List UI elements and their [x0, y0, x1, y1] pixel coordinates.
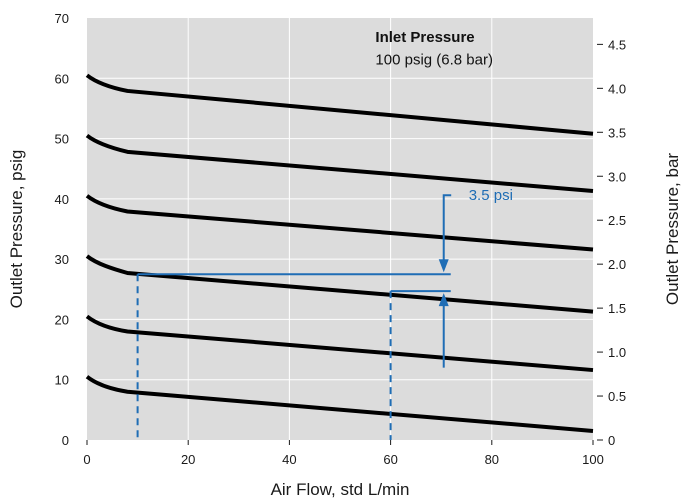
annotation-group — [136, 194, 452, 440]
series-line-3 — [85, 254, 594, 314]
inlet-pressure-value: 100 psig (6.8 bar) — [375, 51, 493, 68]
x-tick-label: 20 — [181, 452, 195, 467]
y2-tick-label: 2.5 — [608, 213, 626, 228]
y-tick-label: 60 — [55, 71, 69, 86]
series-line-5 — [85, 133, 594, 194]
x-tick-label: 0 — [83, 452, 90, 467]
droop-label: 3.5 psi — [469, 187, 513, 204]
y-axis-right-title: Outlet Pressure, bar — [663, 153, 682, 305]
x-axis-title: Air Flow, std L/min — [271, 480, 410, 499]
x-tick-label: 80 — [485, 452, 499, 467]
arrow-up-head — [438, 293, 449, 307]
x-tick-label: 60 — [383, 452, 397, 467]
y2-tick-label: 0 — [608, 433, 615, 448]
y-tick-label: 40 — [55, 192, 69, 207]
y2-tick-label: 1.5 — [608, 301, 626, 316]
series-group — [85, 73, 594, 433]
arrow-down-head — [438, 259, 449, 273]
y-tick-label: 10 — [55, 373, 69, 388]
y2-tick-label: 0.5 — [608, 389, 626, 404]
arrow-down-shaft — [442, 194, 452, 261]
x-tick-label: 40 — [282, 452, 296, 467]
y-tick-label: 20 — [55, 312, 69, 327]
y2-tick-label: 2.0 — [608, 257, 626, 272]
series-line-4 — [85, 194, 594, 252]
y-axis-left: 0 10 20 30 40 50 60 70 — [55, 11, 69, 448]
y2-tick-label: 3.5 — [608, 125, 626, 140]
y2-tick-label: 4.5 — [608, 37, 626, 52]
y-tick-label: 30 — [55, 252, 69, 267]
grid — [87, 18, 593, 440]
y-tick-label: 70 — [55, 11, 69, 26]
y-tick-label: 50 — [55, 132, 69, 147]
x-axis: 0 20 40 60 80 100 — [83, 440, 604, 467]
series-line-1 — [85, 375, 594, 433]
y-axis-right: 0 0.5 1.0 1.5 2.0 2.5 3.0 3.5 4.0 4.5 — [597, 37, 626, 448]
x-tick-label: 100 — [582, 452, 604, 467]
y2-tick-label: 1.0 — [608, 345, 626, 360]
series-line-2 — [85, 314, 594, 373]
y-axis-left-title: Outlet Pressure, psig — [7, 150, 26, 309]
y-tick-label: 0 — [62, 433, 69, 448]
inlet-pressure-title: Inlet Pressure — [375, 29, 474, 46]
series-line-6 — [85, 73, 594, 136]
y2-tick-label: 4.0 — [608, 81, 626, 96]
y2-tick-label: 3.0 — [608, 169, 626, 184]
